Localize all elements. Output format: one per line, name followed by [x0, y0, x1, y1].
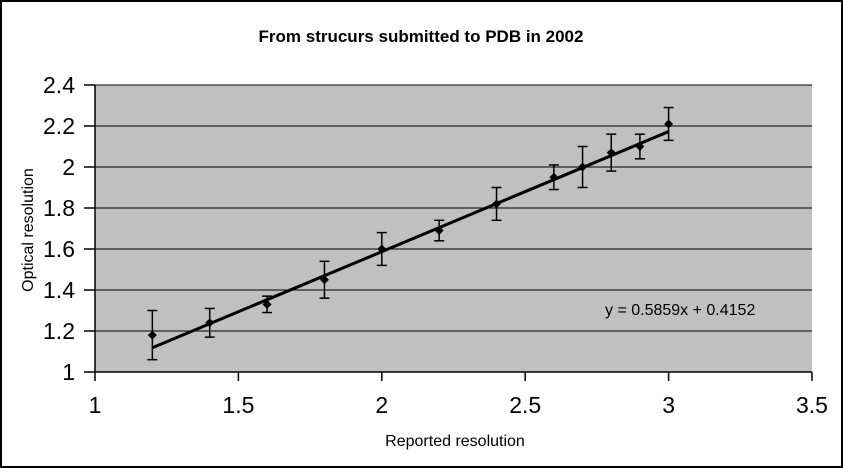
x-tick-label: 2.5 — [509, 392, 541, 418]
data-point-marker — [635, 142, 645, 151]
data-point-marker — [319, 275, 329, 285]
plot-area: 1 1.2 1.4 1.6 1.8 2 2.2 2.4 1 1.5 2 2.5 3 3.5 — [43, 72, 828, 418]
x-tick-label: 3.5 — [796, 392, 828, 418]
y-tick-label: 2.4 — [43, 72, 75, 98]
data-point-marker — [262, 299, 272, 309]
trendline-equation: y = 0.5859x + 0.4152 — [605, 302, 755, 319]
data-point-marker — [578, 162, 588, 172]
y-tick-label: 1.8 — [43, 195, 75, 221]
data-point-marker — [205, 318, 215, 328]
x-tick-label: 2 — [375, 392, 388, 418]
data-point-marker — [664, 119, 674, 129]
plot-background — [95, 85, 812, 372]
y-tick-label: 1.2 — [43, 318, 75, 344]
chart-title: From strucurs submitted to PDB in 2002 — [259, 27, 584, 46]
data-point-marker — [549, 172, 559, 182]
y-tick-label: 1.6 — [43, 236, 75, 262]
y-axis-title: Optical resolution — [20, 168, 37, 292]
data-point-marker — [147, 330, 157, 340]
x-axis-title: Reported resolution — [385, 433, 525, 450]
data-point-marker — [377, 244, 387, 254]
y-tick-label: 2 — [62, 154, 75, 180]
data-point-marker — [492, 199, 502, 209]
y-tick-label: 2.2 — [43, 113, 75, 139]
y-tick-label: 1 — [62, 359, 75, 385]
data-point-marker — [606, 148, 616, 158]
x-tick-label: 3 — [662, 392, 675, 418]
x-tick-label: 1.5 — [222, 392, 254, 418]
x-tick-label: 1 — [89, 392, 102, 418]
data-point-marker — [434, 226, 444, 236]
y-tick-label: 1.4 — [43, 277, 75, 303]
